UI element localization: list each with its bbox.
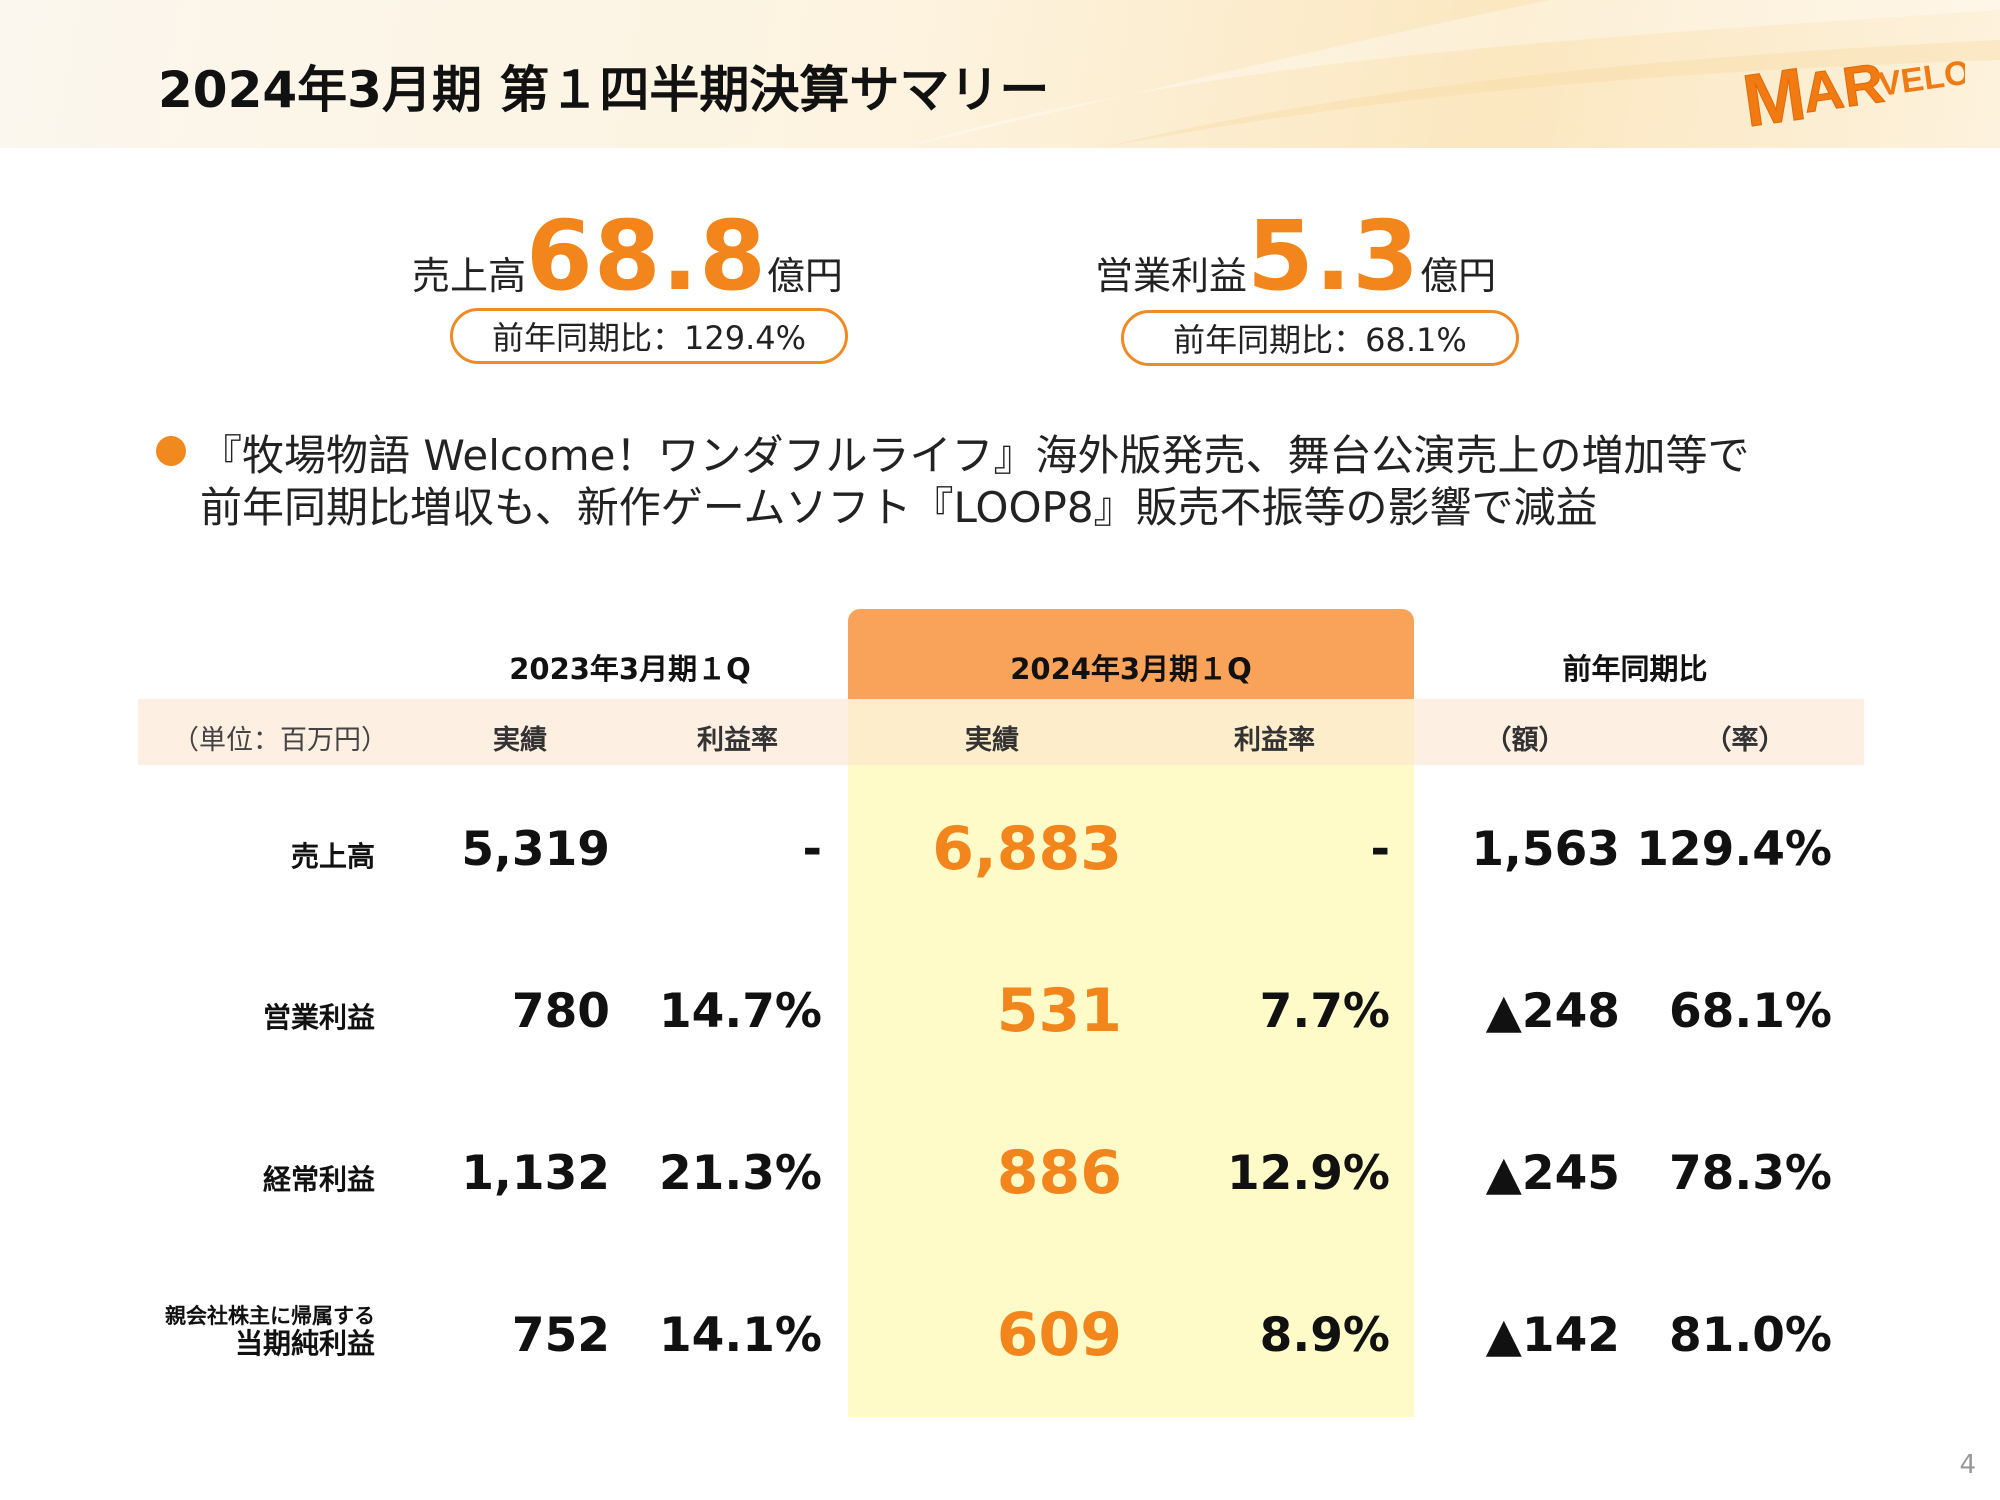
bullet-line-2: 前年同期比増収も、新作ゲームソフト『LOOP8』販売不振等の影響で減益 — [200, 483, 1598, 532]
cell-net-prev-actual: 752 — [511, 1308, 610, 1363]
subheader-prev-margin: 利益率 — [697, 725, 778, 756]
cell-ord-curr-margin: 12.9% — [1226, 1146, 1390, 1201]
current-period-header-tab — [848, 609, 1414, 699]
cell-net-curr-margin: 8.9% — [1259, 1308, 1390, 1363]
subheader-curr-margin: 利益率 — [1234, 725, 1315, 756]
cell-net-prev-margin: 14.1% — [658, 1308, 822, 1363]
cell-op-curr-margin: 7.7% — [1259, 984, 1390, 1039]
svg-text:AR: AR — [1799, 51, 1888, 125]
kpi-op-unit: 億円 — [1420, 254, 1497, 298]
kpi-sales: 売上高68.8億円 — [412, 200, 843, 312]
row-label-sales: 売上高 — [290, 840, 375, 873]
cell-ord-yoy-rate: 78.3% — [1668, 1146, 1832, 1201]
cell-op-prev-actual: 780 — [511, 984, 610, 1039]
kpi-sales-value: 68.8 — [526, 200, 767, 312]
kpi-op-value: 5.3 — [1247, 200, 1421, 312]
bullet-dot-icon — [156, 436, 186, 466]
cell-op-curr-actual: 531 — [996, 976, 1122, 1046]
cell-ord-yoy-amount: ▲245 — [1485, 1146, 1620, 1201]
cell-op-yoy-rate: 68.1% — [1668, 984, 1832, 1039]
subheader-yoy-amount: （額） — [1484, 725, 1566, 756]
kpi-sales-unit: 億円 — [766, 254, 843, 298]
row-label-net-income-prefix: 親会社株主に帰属する — [165, 1304, 375, 1328]
current-period-highlight-column — [848, 699, 1414, 1417]
cell-net-curr-actual: 609 — [996, 1300, 1122, 1370]
header-band — [0, 0, 2000, 148]
kpi-op-label: 営業利益 — [1095, 254, 1248, 298]
subheader-band — [138, 699, 1864, 765]
subheader-yoy-rate: （率） — [1704, 725, 1786, 756]
year-header-prev: 2023年3月期１Q — [509, 652, 751, 686]
row-label-operating-profit: 営業利益 — [262, 1001, 375, 1034]
cell-op-yoy-amount: ▲248 — [1485, 984, 1620, 1039]
header-decoration — [900, 0, 2000, 148]
cell-net-yoy-amount: ▲142 — [1485, 1308, 1620, 1363]
marvelous-logo: M AR VELOUS! — [1737, 45, 1965, 130]
kpi-operating-profit: 営業利益5.3億円 — [1095, 200, 1496, 312]
cell-ord-curr-actual: 886 — [996, 1138, 1122, 1208]
svg-text:M: M — [1738, 52, 1811, 130]
subheader-prev-actual: 実績 — [493, 725, 547, 756]
unit-label: （単位：百万円） — [172, 725, 388, 756]
page-title: 2024年3月期 第１四半期決算サマリー — [158, 61, 1050, 119]
svg-text:VELOUS!: VELOUS! — [1876, 45, 1965, 104]
subheader-curr-actual: 実績 — [965, 725, 1019, 756]
cell-sales-curr-margin: - — [1370, 822, 1390, 877]
bullet-line-1: 『牧場物語 Welcome！ワンダフルライフ』海外版発売、舞台公演売上の増加等で — [200, 431, 1750, 480]
page-number: 4 — [1959, 1450, 1976, 1480]
row-label-net-income-main: 当期純利益 — [234, 1327, 375, 1361]
cell-net-yoy-rate: 81.0% — [1668, 1308, 1832, 1363]
row-label-net-income: 親会社株主に帰属する 当期純利益 — [165, 1304, 375, 1360]
cell-op-prev-margin: 14.7% — [658, 984, 822, 1039]
cell-sales-yoy-amount: 1,563 — [1471, 822, 1620, 877]
cell-sales-yoy-rate: 129.4% — [1636, 822, 1832, 877]
kpi-sales-yoy-badge: 前年同期比：129.4% — [450, 308, 848, 364]
cell-sales-prev-margin: - — [802, 822, 822, 877]
row-label-ordinary-profit: 経常利益 — [262, 1163, 375, 1196]
cell-sales-prev-actual: 5,319 — [461, 822, 610, 877]
kpi-sales-label: 売上高 — [412, 254, 527, 298]
year-header-yoy: 前年同期比 — [1562, 652, 1708, 686]
cell-sales-curr-actual: 6,883 — [932, 814, 1122, 884]
year-header-curr: 2024年3月期１Q — [1010, 652, 1252, 686]
kpi-op-yoy-badge: 前年同期比：68.1% — [1121, 310, 1519, 366]
cell-ord-prev-actual: 1,132 — [461, 1146, 610, 1201]
cell-ord-prev-margin: 21.3% — [658, 1146, 822, 1201]
